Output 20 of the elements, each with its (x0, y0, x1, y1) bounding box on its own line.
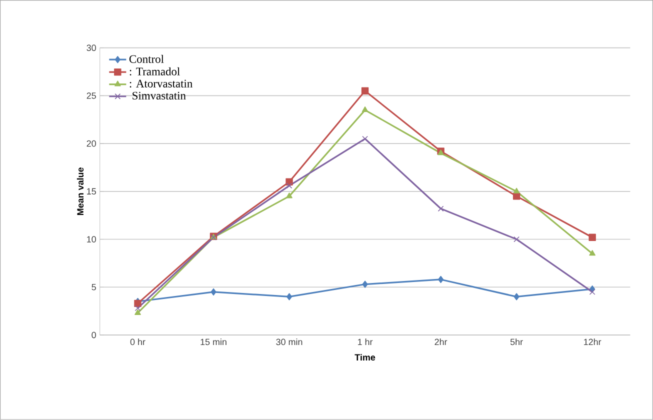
legend-label: : Atorvastatin (130, 80, 192, 88)
legend-label: Control (129, 54, 164, 64)
y-tick-label: 10 (87, 236, 96, 243)
y-tick-label: 15 (87, 188, 96, 195)
y-tick-label: 0 (92, 332, 96, 338)
y-axis-title: Mean value (76, 168, 84, 216)
y-tick-label: 25 (86, 92, 96, 99)
x-axis-title: Time (354, 354, 376, 361)
x-tick-label: 30 min (276, 338, 302, 346)
y-tick-label: 20 (86, 140, 96, 147)
x-tick-label: 1 hr (358, 338, 373, 346)
x-tick-label: 15 min (200, 338, 226, 346)
legend-label: Simvastatin (132, 92, 186, 100)
y-tick-label: 30 (86, 44, 96, 52)
y-tick-label: 5 (92, 284, 96, 290)
x-tick-label: 0 hr (130, 338, 146, 346)
x-tick-label: 2hr (434, 338, 448, 346)
x-tick-label: 12hr (584, 338, 602, 346)
x-tick-label: 5hr (510, 338, 523, 346)
legend-label: : Tramadol (130, 67, 180, 76)
